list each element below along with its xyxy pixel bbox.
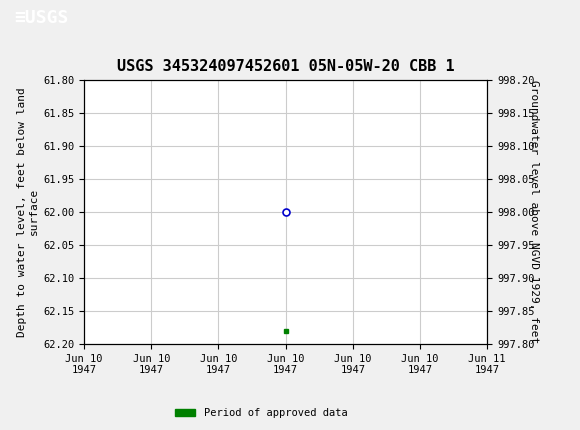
Legend: Period of approved data: Period of approved data	[171, 404, 351, 423]
Title: USGS 345324097452601 05N-05W-20 CBB 1: USGS 345324097452601 05N-05W-20 CBB 1	[117, 59, 455, 74]
Y-axis label: Depth to water level, feet below land
surface: Depth to water level, feet below land su…	[17, 87, 39, 337]
Y-axis label: Groundwater level above NGVD 1929, feet: Groundwater level above NGVD 1929, feet	[528, 80, 539, 344]
Text: ≡USGS: ≡USGS	[14, 9, 69, 27]
